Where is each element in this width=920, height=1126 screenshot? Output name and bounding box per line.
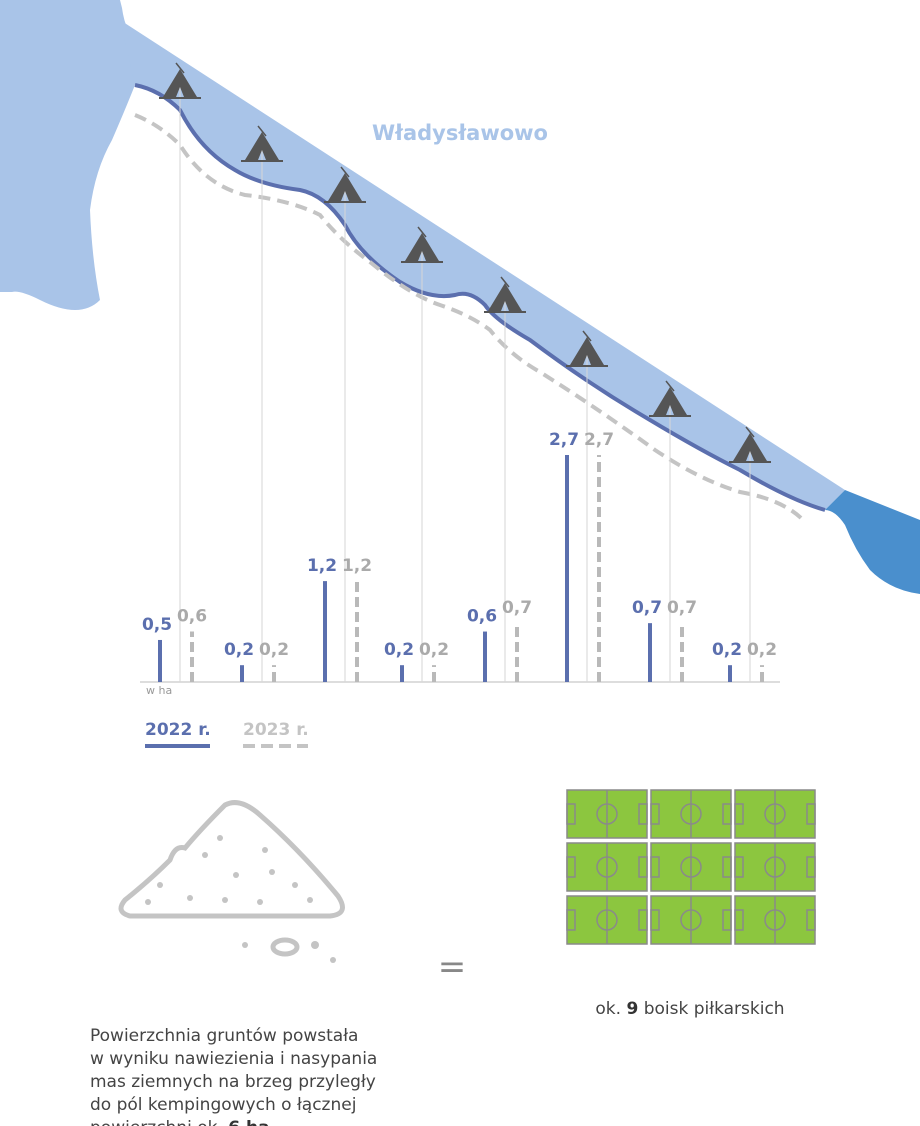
field-box [734, 803, 744, 825]
value-label: 0,6 [177, 607, 207, 627]
bar [483, 631, 487, 682]
tent-pole [500, 276, 510, 288]
tent-pole [745, 426, 755, 438]
caption-line: do pól kempingowych o łącznej [90, 1095, 357, 1115]
caption-bold: 9 [626, 999, 639, 1019]
place-label: Władysławowo [372, 121, 548, 145]
bar [400, 665, 404, 682]
beach-band [120, 20, 845, 510]
value-label: 0,6 [467, 607, 497, 627]
field-box [566, 909, 576, 931]
value-label: 0,7 [667, 598, 697, 618]
field-circle [680, 803, 702, 825]
caption-text: boisk piłkarskich [643, 999, 785, 1019]
value-label: 1,2 [307, 556, 337, 576]
bar [648, 623, 652, 682]
tent-pole [582, 330, 592, 342]
bar [728, 665, 732, 682]
unit-label: w ha [146, 684, 172, 697]
caption-line: mas ziemnych na brzeg przyległy [90, 1072, 376, 1092]
value-label: 2,7 [549, 430, 579, 450]
bar [323, 581, 327, 682]
tent-icon [163, 69, 197, 97]
field-circle [680, 909, 702, 931]
field-circle [596, 909, 618, 931]
field-box [638, 909, 648, 931]
sand-dots [145, 835, 336, 963]
tent-pole [257, 125, 267, 137]
field-box [566, 856, 576, 878]
sea [825, 490, 920, 594]
shore-2022 [134, 83, 826, 512]
value-label: 0,5 [142, 615, 172, 635]
legend: 2022 r. 2023 r. [145, 720, 309, 748]
value-label: 0,7 [502, 598, 532, 618]
caption-text: ok. [595, 999, 622, 1019]
value-label: 0,7 [632, 598, 662, 618]
tent-pole [417, 226, 427, 238]
field-box [650, 803, 660, 825]
field-box [806, 909, 816, 931]
field-box [806, 803, 816, 825]
legend-label: 2023 r. [243, 720, 309, 740]
field-box [650, 856, 660, 878]
value-label: 0,2 [747, 640, 777, 660]
tent-icon [328, 173, 362, 201]
tent-icon [653, 387, 687, 415]
sand-pile [118, 800, 345, 957]
field-box [566, 803, 576, 825]
value-label: 0,2 [224, 640, 254, 660]
bar [565, 455, 569, 682]
football-fields [566, 789, 816, 945]
field-box [722, 909, 732, 931]
field-circle [764, 856, 786, 878]
equals-sign: = [438, 947, 467, 987]
tent-pole [175, 62, 185, 74]
tent-pole [340, 166, 350, 178]
caption-line: Powierzchnia gruntów powstała [90, 1026, 359, 1046]
field-box [722, 803, 732, 825]
bar [240, 665, 244, 682]
caption-left: Powierzchnia gruntów powstała w wyniku n… [90, 1025, 410, 1126]
tent-icon [245, 132, 279, 160]
tent-icon [488, 283, 522, 311]
caption-line: powierzchni ok. [90, 1118, 223, 1126]
field-circle [764, 909, 786, 931]
value-label: 0,2 [259, 640, 289, 660]
value-label: 0,2 [384, 640, 414, 660]
tent-icon [733, 433, 767, 461]
field-circle [596, 803, 618, 825]
field-box [806, 856, 816, 878]
tent-icon [570, 337, 604, 365]
caption-line: w wyniku nawiezienia i nasypania [90, 1049, 378, 1069]
legend-label: 2022 r. [145, 720, 211, 740]
value-label: 0,2 [419, 640, 449, 660]
tent-pole [665, 380, 675, 392]
field-box [638, 803, 648, 825]
field-box [734, 856, 744, 878]
caption-bold: 6 ha [228, 1118, 269, 1126]
field-circle [680, 856, 702, 878]
field-box [722, 856, 732, 878]
land-left [0, 0, 135, 310]
field-box [734, 909, 744, 931]
bar [158, 639, 162, 682]
value-label: 2,7 [584, 430, 614, 450]
value-label: 0,2 [712, 640, 742, 660]
field-box [638, 856, 648, 878]
field-circle [764, 803, 786, 825]
shore-2023 [134, 113, 807, 524]
tent-icon [405, 233, 439, 261]
caption-right: ok. 9 boisk piłkarskich [560, 998, 820, 1021]
field-circle [596, 856, 618, 878]
field-box [650, 909, 660, 931]
value-label: 1,2 [342, 556, 372, 576]
